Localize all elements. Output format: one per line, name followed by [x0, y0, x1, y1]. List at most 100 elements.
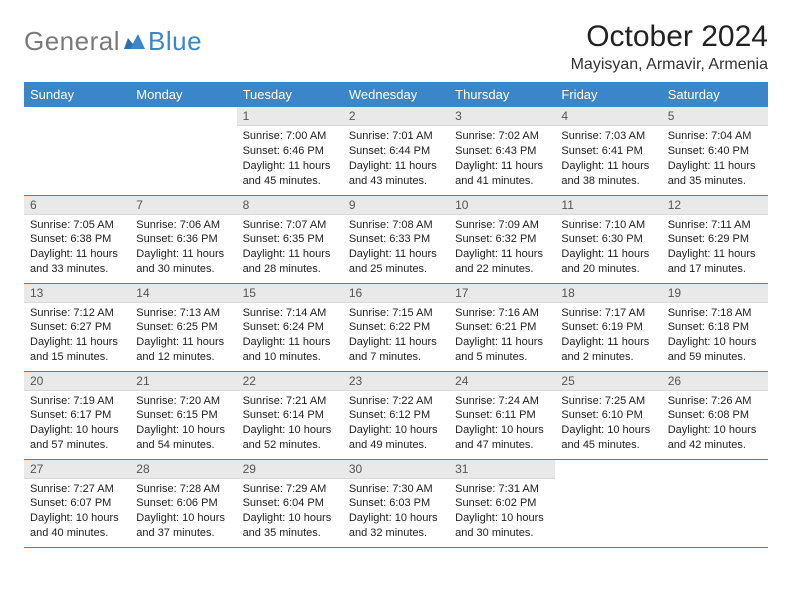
daylight-text: Daylight: 10 hours and 54 minutes. [136, 423, 230, 453]
weekday-header: Sunday [24, 82, 130, 107]
day-number: 18 [555, 284, 661, 303]
day-details: Sunrise: 7:14 AMSunset: 6:24 PMDaylight:… [237, 303, 343, 369]
day-number: 6 [24, 196, 130, 215]
sunrise-text: Sunrise: 7:14 AM [243, 306, 337, 321]
sunrise-text: Sunrise: 7:29 AM [243, 482, 337, 497]
sunrise-text: Sunrise: 7:16 AM [455, 306, 549, 321]
calendar-week-row: 27Sunrise: 7:27 AMSunset: 6:07 PMDayligh… [24, 459, 768, 547]
daylight-text: Daylight: 11 hours and 12 minutes. [136, 335, 230, 365]
logo: General Blue [24, 20, 202, 57]
sunset-text: Sunset: 6:24 PM [243, 320, 337, 335]
logo-mark-icon [124, 26, 146, 57]
logo-text-blue: Blue [148, 26, 202, 57]
daylight-text: Daylight: 10 hours and 47 minutes. [455, 423, 549, 453]
sunrise-text: Sunrise: 7:28 AM [136, 482, 230, 497]
day-number: 22 [237, 372, 343, 391]
day-details: Sunrise: 7:13 AMSunset: 6:25 PMDaylight:… [130, 303, 236, 369]
day-number: 24 [449, 372, 555, 391]
daylight-text: Daylight: 10 hours and 59 minutes. [668, 335, 762, 365]
sunset-text: Sunset: 6:11 PM [455, 408, 549, 423]
sunrise-text: Sunrise: 7:02 AM [455, 129, 549, 144]
sunrise-text: Sunrise: 7:17 AM [561, 306, 655, 321]
calendar-cell: 18Sunrise: 7:17 AMSunset: 6:19 PMDayligh… [555, 283, 661, 371]
weekday-header-row: Sunday Monday Tuesday Wednesday Thursday… [24, 82, 768, 107]
sunset-text: Sunset: 6:07 PM [30, 496, 124, 511]
daylight-text: Daylight: 10 hours and 45 minutes. [561, 423, 655, 453]
sunset-text: Sunset: 6:30 PM [561, 232, 655, 247]
calendar-body: 1Sunrise: 7:00 AMSunset: 6:46 PMDaylight… [24, 107, 768, 547]
sunset-text: Sunset: 6:17 PM [30, 408, 124, 423]
sunrise-text: Sunrise: 7:01 AM [349, 129, 443, 144]
day-details: Sunrise: 7:15 AMSunset: 6:22 PMDaylight:… [343, 303, 449, 369]
day-details: Sunrise: 7:17 AMSunset: 6:19 PMDaylight:… [555, 303, 661, 369]
day-number: 9 [343, 196, 449, 215]
calendar-cell: 11Sunrise: 7:10 AMSunset: 6:30 PMDayligh… [555, 195, 661, 283]
sunset-text: Sunset: 6:44 PM [349, 144, 443, 159]
calendar-cell: 13Sunrise: 7:12 AMSunset: 6:27 PMDayligh… [24, 283, 130, 371]
day-number: 10 [449, 196, 555, 215]
page-subtitle: Mayisyan, Armavir, Armenia [571, 56, 768, 74]
daylight-text: Daylight: 11 hours and 25 minutes. [349, 247, 443, 277]
weekday-header: Friday [555, 82, 661, 107]
sunrise-text: Sunrise: 7:30 AM [349, 482, 443, 497]
sunset-text: Sunset: 6:25 PM [136, 320, 230, 335]
day-number: 17 [449, 284, 555, 303]
day-details: Sunrise: 7:31 AMSunset: 6:02 PMDaylight:… [449, 479, 555, 545]
calendar-week-row: 20Sunrise: 7:19 AMSunset: 6:17 PMDayligh… [24, 371, 768, 459]
calendar-cell: 31Sunrise: 7:31 AMSunset: 6:02 PMDayligh… [449, 459, 555, 547]
day-number: 1 [237, 107, 343, 126]
daylight-text: Daylight: 11 hours and 45 minutes. [243, 159, 337, 189]
daylight-text: Daylight: 11 hours and 35 minutes. [668, 159, 762, 189]
day-details: Sunrise: 7:04 AMSunset: 6:40 PMDaylight:… [662, 126, 768, 192]
day-number: 14 [130, 284, 236, 303]
daylight-text: Daylight: 11 hours and 43 minutes. [349, 159, 443, 189]
day-number: 3 [449, 107, 555, 126]
sunrise-text: Sunrise: 7:20 AM [136, 394, 230, 409]
day-number: 26 [662, 372, 768, 391]
sunset-text: Sunset: 6:46 PM [243, 144, 337, 159]
day-details: Sunrise: 7:06 AMSunset: 6:36 PMDaylight:… [130, 215, 236, 281]
day-details: Sunrise: 7:02 AMSunset: 6:43 PMDaylight:… [449, 126, 555, 192]
day-number: 30 [343, 460, 449, 479]
sunset-text: Sunset: 6:08 PM [668, 408, 762, 423]
day-details: Sunrise: 7:24 AMSunset: 6:11 PMDaylight:… [449, 391, 555, 457]
day-number: 5 [662, 107, 768, 126]
daylight-text: Daylight: 11 hours and 7 minutes. [349, 335, 443, 365]
calendar-cell: 21 Sunrise: 7:20 AMSunset: 6:15 PMDayligh… [130, 371, 236, 459]
calendar-cell [555, 459, 661, 547]
calendar-cell: 19Sunrise: 7:18 AMSunset: 6:18 PMDayligh… [662, 283, 768, 371]
sunrise-text: Sunrise: 7:10 AM [561, 218, 655, 233]
day-details: Sunrise: 7:08 AMSunset: 6:33 PMDaylight:… [343, 215, 449, 281]
day-details: Sunrise: 7:00 AMSunset: 6:46 PMDaylight:… [237, 126, 343, 192]
day-details: Sunrise: 7:10 AMSunset: 6:30 PMDaylight:… [555, 215, 661, 281]
day-number: 29 [237, 460, 343, 479]
sunrise-text: Sunrise: 7:26 AM [668, 394, 762, 409]
calendar-cell: 22Sunrise: 7:21 AMSunset: 6:14 PMDayligh… [237, 371, 343, 459]
calendar-cell: 29Sunrise: 7:29 AMSunset: 6:04 PMDayligh… [237, 459, 343, 547]
sunset-text: Sunset: 6:33 PM [349, 232, 443, 247]
calendar-cell: 16Sunrise: 7:15 AMSunset: 6:22 PMDayligh… [343, 283, 449, 371]
daylight-text: Daylight: 10 hours and 35 minutes. [243, 511, 337, 541]
day-number: 27 [24, 460, 130, 479]
sunset-text: Sunset: 6:14 PM [243, 408, 337, 423]
day-number: 21 [130, 372, 236, 391]
calendar-cell: 12Sunrise: 7:11 AMSunset: 6:29 PMDayligh… [662, 195, 768, 283]
logo-text-gray: General [24, 26, 120, 57]
day-details: Sunrise: 7:25 AMSunset: 6:10 PMDaylight:… [555, 391, 661, 457]
day-number: 23 [343, 372, 449, 391]
day-details: Sunrise: 7:21 AMSunset: 6:14 PMDaylight:… [237, 391, 343, 457]
sunset-text: Sunset: 6:35 PM [243, 232, 337, 247]
calendar-cell: 14Sunrise: 7:13 AMSunset: 6:25 PMDayligh… [130, 283, 236, 371]
daylight-text: Daylight: 11 hours and 33 minutes. [30, 247, 124, 277]
sunset-text: Sunset: 6:15 PM [136, 408, 230, 423]
daylight-text: Daylight: 10 hours and 49 minutes. [349, 423, 443, 453]
day-number: 25 [555, 372, 661, 391]
day-details: Sunrise: 7:09 AMSunset: 6:32 PMDaylight:… [449, 215, 555, 281]
weekday-header: Saturday [662, 82, 768, 107]
daylight-text: Daylight: 11 hours and 10 minutes. [243, 335, 337, 365]
day-details: Sunrise: 7:29 AMSunset: 6:04 PMDaylight:… [237, 479, 343, 545]
calendar-cell: 7Sunrise: 7:06 AMSunset: 6:36 PMDaylight… [130, 195, 236, 283]
sunrise-text: Sunrise: 7:06 AM [136, 218, 230, 233]
sunrise-text: Sunrise: 7:24 AM [455, 394, 549, 409]
calendar-cell [662, 459, 768, 547]
